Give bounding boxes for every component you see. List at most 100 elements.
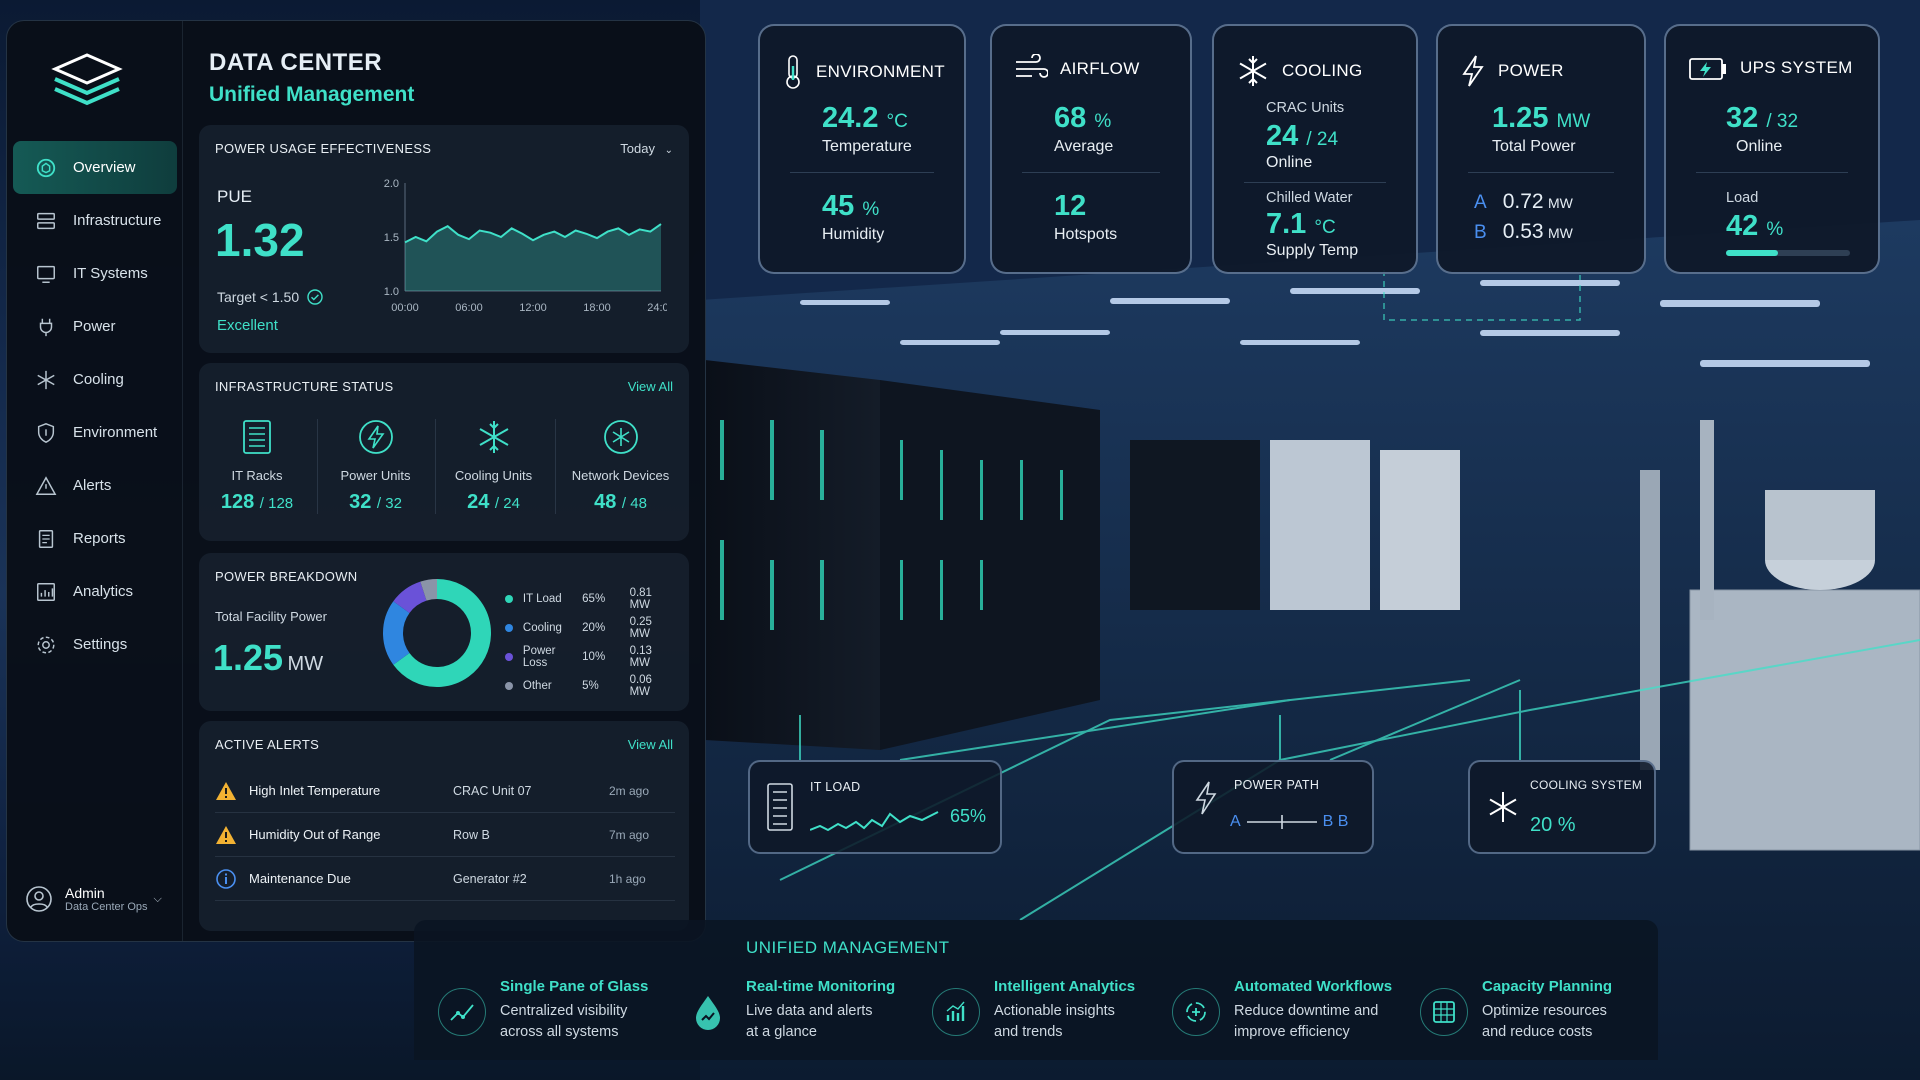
unified-management-header: UNIFIED MANAGEMENT bbox=[746, 938, 950, 957]
feature-title: Real-time Monitoring bbox=[746, 978, 896, 995]
check-circle-icon bbox=[307, 289, 323, 305]
sidebar-item-infrastructure[interactable]: Infrastructure bbox=[13, 194, 177, 247]
x-tick-label: 06:00 bbox=[455, 302, 483, 314]
alerts-header: ACTIVE ALERTS bbox=[215, 737, 320, 752]
humidity-value: 45 bbox=[822, 190, 855, 222]
feature-realtime-monitoring[interactable]: Real-time Monitoring Live data and alerts… bbox=[684, 978, 924, 1043]
feature-line: Live data and alerts bbox=[746, 1003, 873, 1019]
sidebar-item-it-systems[interactable]: IT Systems bbox=[13, 247, 177, 300]
chilled-water-label: Chilled Water bbox=[1266, 190, 1353, 206]
thermometer-icon bbox=[786, 55, 800, 89]
y-tick-label: 1.5 bbox=[384, 232, 399, 244]
temp-label: Temperature bbox=[822, 138, 912, 155]
sidebar-item-analytics[interactable]: Analytics bbox=[13, 565, 177, 618]
cooling-card[interactable]: COOLING CRAC Units 24 / 24 Online Chille… bbox=[1212, 24, 1418, 274]
sidebar-item-reports[interactable]: Reports bbox=[13, 512, 177, 565]
ups-card[interactable]: UPS SYSTEM 32 / 32 Online Load 42 % bbox=[1664, 24, 1880, 274]
legend-name: Cooling bbox=[522, 622, 562, 634]
page-title: DATA CENTER bbox=[209, 49, 383, 76]
stat-value: 48 bbox=[594, 491, 617, 513]
cooling-system-widget[interactable]: COOLING SYSTEM 20 % bbox=[1468, 760, 1656, 854]
ups-online-label: Online bbox=[1736, 138, 1783, 155]
ups-online-value: 32 bbox=[1726, 102, 1759, 134]
power-path-widget[interactable]: POWER PATH A B B bbox=[1172, 760, 1374, 854]
infrastructure-status-card: INFRASTRUCTURE STATUS View All IT Racks … bbox=[199, 363, 689, 541]
power-card[interactable]: POWER 1.25 MW Total Power A 0.72 MW B 0.… bbox=[1436, 24, 1646, 274]
infra-view-all-link[interactable]: View All bbox=[627, 379, 673, 394]
stat-value: 32 bbox=[349, 491, 372, 513]
range-dropdown[interactable]: Today ⌄ bbox=[620, 141, 673, 156]
droplet-icon bbox=[696, 996, 720, 1030]
crac-label: CRAC Units bbox=[1266, 100, 1345, 116]
sidebar-item-label: Alerts bbox=[73, 477, 112, 494]
feature-title: Capacity Planning bbox=[1482, 978, 1613, 995]
stat-total: / 128 bbox=[259, 495, 294, 512]
ups-online-total: / 32 bbox=[1766, 111, 1799, 132]
environment-card[interactable]: ENVIRONMENT 24.2 °C Temperature 45 % Hum… bbox=[758, 24, 966, 274]
sidebar-item-alerts[interactable]: Alerts bbox=[13, 459, 177, 512]
feed-b-unit: MW bbox=[1548, 225, 1573, 241]
alert-title: Maintenance Due bbox=[249, 871, 351, 886]
alert-title: High Inlet Temperature bbox=[249, 783, 381, 798]
ups-load-unit: % bbox=[1766, 219, 1784, 240]
feature-line: Actionable insights bbox=[994, 1003, 1115, 1019]
card-title: AIRFLOW bbox=[1060, 59, 1140, 78]
stat-cooling-units[interactable]: Cooling Units 24 / 24 bbox=[435, 419, 551, 514]
airflow-card[interactable]: AIRFLOW 68 % Average 12 Hotspots bbox=[990, 24, 1192, 274]
stat-network-devices[interactable]: Network Devices 48 / 48 bbox=[555, 419, 685, 514]
infra-header: INFRASTRUCTURE STATUS bbox=[215, 379, 394, 394]
card-title: COOLING bbox=[1282, 61, 1363, 80]
sidebar-item-label: Infrastructure bbox=[73, 212, 162, 229]
wind-icon bbox=[1016, 54, 1048, 78]
pue-label: PUE bbox=[217, 187, 252, 206]
legend-dot bbox=[505, 653, 513, 661]
dashboard-panel: Overview Infrastructure IT Systems Power… bbox=[6, 20, 706, 942]
alerts-view-all-link[interactable]: View All bbox=[627, 737, 673, 752]
sidebar-item-cooling[interactable]: Cooling bbox=[13, 353, 177, 406]
battery-icon bbox=[1689, 58, 1726, 80]
donut-slice bbox=[393, 579, 491, 687]
user-menu[interactable]: Admin Data Center Ops ⌵ bbox=[25, 885, 162, 913]
it-load-sparkline bbox=[810, 811, 939, 832]
chevron-down-icon: ⌵ bbox=[153, 892, 162, 905]
y-tick-label: 2.0 bbox=[384, 178, 399, 190]
it-load-widget[interactable]: IT LOAD 65% bbox=[748, 760, 1002, 854]
overview-icon bbox=[36, 158, 56, 177]
feature-capacity-planning[interactable]: Capacity Planning Optimize resources and r… bbox=[1420, 978, 1660, 1043]
legend-mw: 0.13 MW bbox=[629, 645, 652, 669]
plug-icon bbox=[39, 318, 53, 336]
pue-rating: Excellent bbox=[217, 317, 278, 334]
sidebar-item-settings[interactable]: Settings bbox=[13, 618, 177, 671]
feature-line: Reduce downtime and bbox=[1234, 1003, 1379, 1019]
legend-name: IT Load bbox=[522, 593, 562, 605]
sidebar-item-overview[interactable]: Overview bbox=[13, 141, 177, 194]
workflow-icon bbox=[1186, 1002, 1206, 1022]
range-value: Today bbox=[620, 141, 655, 156]
warning-icon bbox=[35, 475, 57, 495]
card-title: POWER bbox=[1498, 61, 1564, 80]
alert-row[interactable]: High Inlet Temperature CRAC Unit 07 2m ago bbox=[215, 769, 675, 813]
legend-name: Other bbox=[522, 680, 552, 692]
stat-total: / 24 bbox=[494, 495, 520, 512]
sidebar-item-label: Environment bbox=[73, 424, 158, 441]
power-breakdown-card: POWER BREAKDOWN Total Facility Power 1.2… bbox=[199, 553, 689, 711]
feature-single-pane[interactable]: Single Pane of Glass Centralized visibili… bbox=[438, 978, 678, 1043]
alert-time: 2m ago bbox=[609, 783, 650, 798]
card-title: UPS SYSTEM bbox=[1740, 58, 1853, 77]
sidebar-item-label: Reports bbox=[73, 530, 126, 547]
x-tick-label: 12:00 bbox=[519, 302, 547, 314]
legend-item: IT Load 65% 0.81 MW bbox=[505, 587, 675, 611]
sidebar-item-power[interactable]: Power bbox=[13, 300, 177, 353]
sidebar-item-environment[interactable]: Environment bbox=[13, 406, 177, 459]
feature-automated-workflows[interactable]: Automated Workflows Reduce downtime and im… bbox=[1172, 978, 1412, 1043]
stat-it-racks[interactable]: IT Racks 128 / 128 bbox=[199, 419, 315, 514]
stat-power-units[interactable]: Power Units 32 / 32 bbox=[317, 419, 433, 514]
alert-row[interactable]: Maintenance Due Generator #2 1h ago bbox=[215, 857, 675, 901]
user-role: Data Center Ops bbox=[65, 901, 148, 913]
sidebar-item-label: Overview bbox=[73, 159, 136, 176]
feature-intelligent-analytics[interactable]: Intelligent Analytics Actionable insights… bbox=[932, 978, 1172, 1043]
chevron-down-icon: ⌄ bbox=[664, 145, 673, 156]
alert-row[interactable]: Humidity Out of Range Row B 7m ago bbox=[215, 813, 675, 857]
legend-pct: 5% bbox=[582, 680, 599, 692]
chilled-water-unit: °C bbox=[1314, 217, 1336, 238]
